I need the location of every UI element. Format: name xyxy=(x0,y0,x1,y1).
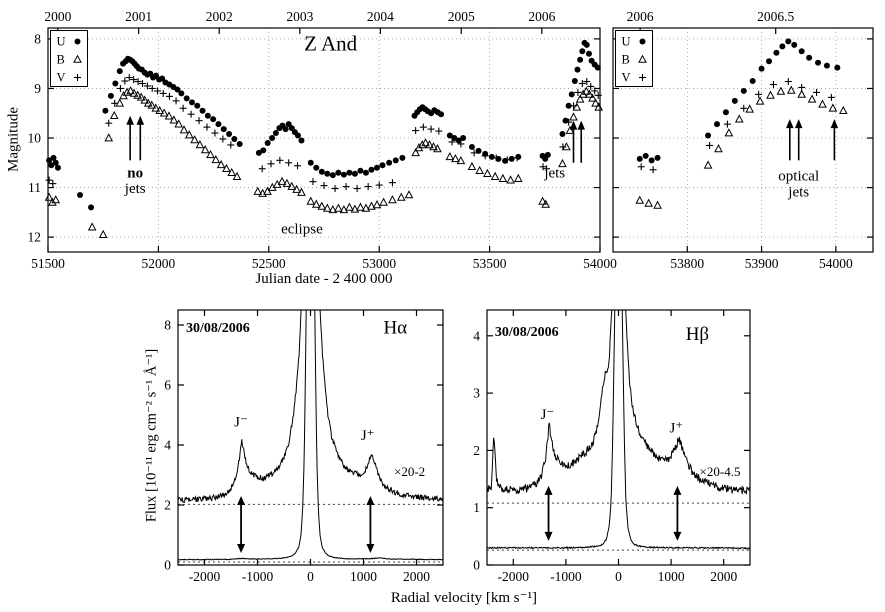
svg-text:53000: 53000 xyxy=(362,256,396,271)
svg-text:no: no xyxy=(127,166,143,182)
svg-text:0: 0 xyxy=(473,558,480,573)
svg-text:×20-2: ×20-2 xyxy=(394,464,425,479)
radial-velocity-axis-label: Radial velocity [km s⁻¹] xyxy=(390,590,538,606)
svg-text:4: 4 xyxy=(473,328,480,343)
svg-text:Z And: Z And xyxy=(304,31,358,55)
svg-text:11: 11 xyxy=(28,180,41,195)
svg-text:2004: 2004 xyxy=(367,9,394,24)
svg-text:-2000: -2000 xyxy=(498,569,530,584)
svg-text:30/08/2006: 30/08/2006 xyxy=(495,325,559,340)
svg-text:9: 9 xyxy=(34,81,41,96)
svg-text:2005: 2005 xyxy=(448,9,475,24)
svg-text:Hα: Hα xyxy=(383,318,407,339)
svg-text:Hβ: Hβ xyxy=(686,324,709,345)
series-B xyxy=(635,85,848,209)
svg-text:2003: 2003 xyxy=(286,9,313,24)
svg-text:0: 0 xyxy=(164,558,171,573)
svg-text:jets: jets xyxy=(124,181,146,197)
svg-text:0: 0 xyxy=(615,569,622,584)
svg-text:53900: 53900 xyxy=(745,256,779,271)
svg-text:30/08/2006: 30/08/2006 xyxy=(186,321,250,336)
svg-text:8: 8 xyxy=(34,31,41,46)
svg-text:2: 2 xyxy=(164,498,171,513)
svg-text:U: U xyxy=(622,35,631,49)
svg-text:51500: 51500 xyxy=(31,256,65,271)
svg-text:×20-4.5: ×20-4.5 xyxy=(700,464,741,479)
svg-text:jets: jets xyxy=(787,185,809,201)
svg-text:54000: 54000 xyxy=(819,256,853,271)
svg-text:1000: 1000 xyxy=(658,569,685,584)
series-V xyxy=(637,78,835,174)
svg-text:eclipse: eclipse xyxy=(281,222,323,238)
svg-text:V: V xyxy=(57,71,66,85)
svg-text:B: B xyxy=(622,53,630,67)
svg-text:2002: 2002 xyxy=(206,9,233,24)
legend-lc_zoom: UBV xyxy=(615,30,653,87)
svg-text:52500: 52500 xyxy=(252,256,286,271)
svg-text:U: U xyxy=(57,35,66,49)
flux-axis-label: Flux [10⁻¹¹ erg cm⁻² s⁻¹ Å⁻¹] xyxy=(143,348,160,523)
svg-text:10: 10 xyxy=(28,131,42,146)
svg-text:optical: optical xyxy=(778,169,819,185)
panel-lc_main: 51500 52000 52500 53000 53500 54000 8 9 10 11 12 20… xyxy=(28,9,618,271)
curves-halpha xyxy=(178,310,443,561)
svg-text:53500: 53500 xyxy=(473,256,507,271)
svg-text:2000: 2000 xyxy=(44,9,71,24)
svg-text:2001: 2001 xyxy=(125,9,152,24)
svg-text:-2000: -2000 xyxy=(189,569,221,584)
svg-text:2006: 2006 xyxy=(528,9,555,24)
julian-date-axis-label: Julian date - 2 400 000 xyxy=(255,271,393,287)
svg-text:2000: 2000 xyxy=(403,569,430,584)
svg-text:8: 8 xyxy=(164,318,171,333)
svg-text:12: 12 xyxy=(28,230,42,245)
svg-text:52000: 52000 xyxy=(142,256,176,271)
svg-text:2000: 2000 xyxy=(710,569,737,584)
svg-text:-1000: -1000 xyxy=(242,569,274,584)
svg-text:V: V xyxy=(622,71,631,85)
svg-text:2006: 2006 xyxy=(627,9,654,24)
curves-hbeta xyxy=(487,310,750,550)
panel-halpha: -2000 -1000 0 1000 2000 0 2 4 6 8 30/08/2006 Hα J⁻ J⁺… xyxy=(164,309,444,584)
series-V xyxy=(45,74,602,193)
series-B xyxy=(44,86,604,238)
svg-text:jets: jets xyxy=(543,166,565,182)
svg-text:J⁺: J⁺ xyxy=(361,428,375,444)
svg-text:2006.5: 2006.5 xyxy=(757,9,794,24)
panel-hbeta: -2000 -1000 0 1000 2000 0 1 2 3 4 30/08/2006 Hβ J⁻ J⁺… xyxy=(473,309,751,584)
svg-text:J⁻: J⁻ xyxy=(541,407,555,423)
svg-text:53800: 53800 xyxy=(670,256,704,271)
magnitude-axis-label: Magnitude xyxy=(5,107,22,172)
series-U xyxy=(636,38,841,164)
svg-text:1000: 1000 xyxy=(350,569,377,584)
svg-text:B: B xyxy=(57,53,65,67)
svg-text:2: 2 xyxy=(473,443,480,458)
series-U xyxy=(46,39,601,211)
legend-lc_main: UBV xyxy=(50,30,88,87)
svg-text:1: 1 xyxy=(473,500,480,515)
svg-text:4: 4 xyxy=(164,438,171,453)
svg-text:0: 0 xyxy=(307,569,314,584)
svg-text:6: 6 xyxy=(164,378,171,393)
svg-text:-1000: -1000 xyxy=(550,569,582,584)
svg-text:54000: 54000 xyxy=(583,256,617,271)
svg-text:3: 3 xyxy=(473,386,480,401)
svg-text:J⁺: J⁺ xyxy=(669,421,683,437)
svg-text:J⁻: J⁻ xyxy=(234,415,248,431)
